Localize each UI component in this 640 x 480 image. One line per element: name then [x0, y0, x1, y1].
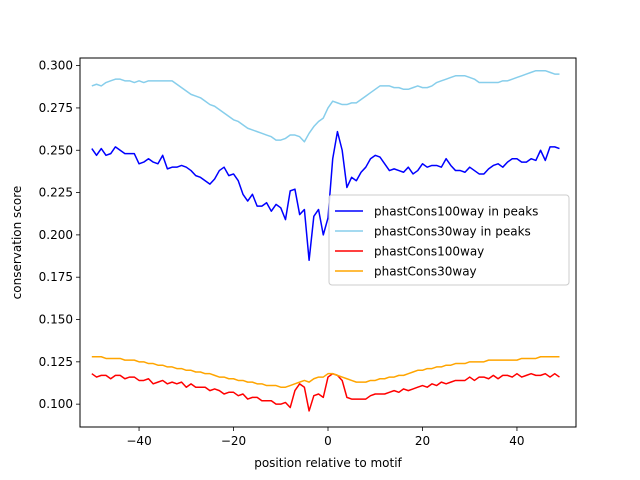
x-tick-label: 40 — [509, 434, 524, 448]
x-axis-ticks: −40 −20 0 20 40 — [126, 427, 525, 448]
series-line-2 — [91, 372, 560, 412]
y-tick-label: 0.300 — [39, 59, 73, 73]
x-tick-label: −40 — [126, 434, 151, 448]
series-line-1 — [91, 69, 560, 143]
y-tick-label: 0.125 — [39, 355, 73, 369]
y-tick-label: 0.275 — [39, 101, 73, 115]
series-layer — [91, 69, 560, 412]
y-tick-label: 0.100 — [39, 397, 73, 411]
y-tick-label: 0.225 — [39, 186, 73, 200]
x-tick-label: 0 — [324, 434, 332, 448]
legend-label-0: phastCons100way in peaks — [374, 205, 538, 219]
series-line-3 — [91, 356, 560, 388]
legend-label-1: phastCons30way in peaks — [374, 225, 531, 239]
y-tick-label: 0.200 — [39, 228, 73, 242]
legend-box — [328, 194, 570, 286]
legend-entries: phastCons100way in peaks phastCons30way i… — [335, 205, 538, 279]
x-tick-label: 20 — [415, 434, 430, 448]
y-tick-label: 0.150 — [39, 313, 73, 327]
y-axis-label: conservation score — [10, 186, 24, 300]
series-line-0 — [91, 130, 560, 262]
x-axis-label: position relative to motif — [254, 456, 402, 470]
legend-label-3: phastCons30way — [374, 265, 477, 279]
x-tick-label: −20 — [221, 434, 246, 448]
legend: phastCons100way in peaks phastCons30way i… — [328, 194, 570, 286]
y-tick-label: 0.175 — [39, 270, 73, 284]
y-axis-ticks: 0.100 0.125 0.150 0.175 0.200 0.225 0.250 0.275… — [39, 59, 80, 411]
y-tick-label: 0.250 — [39, 143, 73, 157]
legend-label-2: phastCons100way — [374, 245, 484, 259]
